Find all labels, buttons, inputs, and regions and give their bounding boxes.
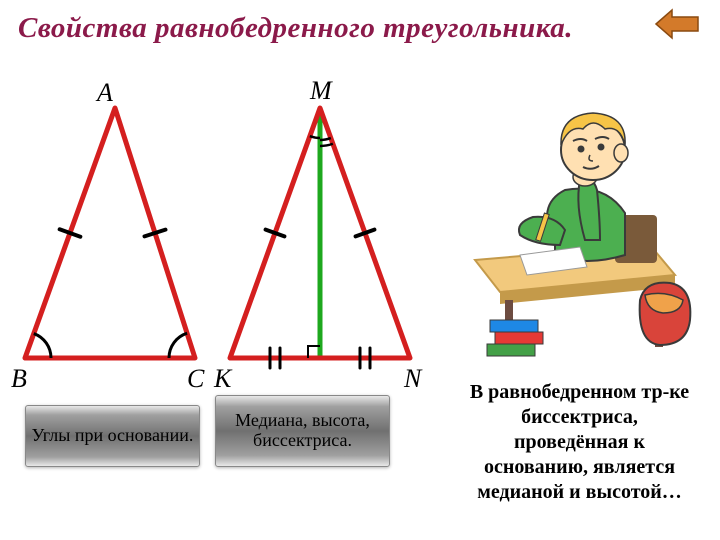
geometry-diagrams	[10, 88, 440, 398]
median-button[interactable]: Медиана, высота, биссектриса.	[215, 395, 390, 467]
base-angles-label: Углы при основании.	[32, 426, 194, 446]
vertex-label-n: N	[404, 364, 421, 394]
median-label: Медиана, высота, биссектриса.	[216, 411, 389, 451]
slide-title: Свойства равнобедренного треугольника.	[18, 12, 573, 45]
back-arrow-button[interactable]	[654, 8, 700, 40]
vertex-label-c: С	[187, 364, 204, 394]
vertex-label-k: К	[214, 364, 231, 394]
base-angles-button[interactable]: Углы при основании.	[25, 405, 200, 467]
student-clipart	[465, 95, 700, 365]
vertex-label-a: А	[97, 78, 113, 108]
theorem-text: В равнобедренном тр-ке биссектриса, пров…	[467, 380, 692, 505]
vertex-label-b: В	[11, 364, 27, 394]
vertex-label-m: М	[310, 76, 332, 106]
arrow-left-icon	[654, 8, 700, 40]
